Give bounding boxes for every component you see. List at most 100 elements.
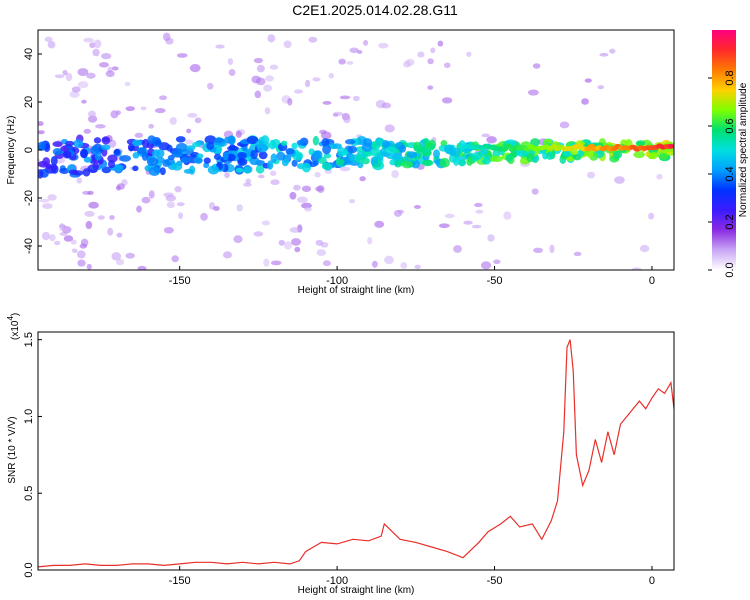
- spectrogram-cell: [82, 168, 91, 177]
- spectrogram-cell: [83, 156, 92, 163]
- spectrogram-cell: [215, 44, 225, 49]
- spectrogram-cell: [533, 247, 543, 253]
- spectrogram-cell: [38, 130, 45, 135]
- spectrogram-cell: [101, 136, 111, 145]
- spectrogram-cell: [163, 226, 174, 234]
- colorbar-label: Normalized spectral amplitude: [738, 82, 749, 217]
- spectrogram-cell: [93, 39, 102, 49]
- spectrogram-cell: [481, 157, 491, 165]
- spectrogram-cell: [381, 102, 392, 109]
- spectrogram-cell: [261, 220, 270, 226]
- spectrogram-cell: [253, 57, 263, 64]
- spectrogram-cell: [185, 139, 193, 145]
- spectrogram-cell: [111, 252, 122, 261]
- spectrogram-cell: [62, 69, 68, 76]
- spectrogram-cell: [349, 198, 355, 204]
- spectrogram-marks: [38, 32, 688, 270]
- spectrogram-cell: [200, 212, 208, 221]
- spectrogram-cell: [68, 169, 79, 175]
- spectrogram-cell: [206, 82, 214, 90]
- spectrogram-cell: [414, 264, 421, 269]
- spectrogram-cell: [308, 36, 318, 43]
- colorbar-tick-label: 0.0: [724, 262, 736, 277]
- snr-y-tick-label: 1.5: [23, 332, 35, 347]
- spectrogram-cell: [224, 172, 230, 179]
- spectrogram-cell: [406, 151, 418, 159]
- spectrogram-cell: [92, 162, 100, 171]
- spectrogram-cell: [352, 95, 360, 102]
- spectrogram-cell: [54, 74, 65, 79]
- spectrogram-cell: [384, 124, 395, 133]
- spectrogram-cell: [267, 160, 274, 170]
- spectrogram-cell: [42, 157, 51, 167]
- snr-x-tick-label: -50: [487, 575, 503, 587]
- spectrogram-cell: [236, 151, 247, 159]
- spectrogram-x-tick-label: -100: [326, 275, 348, 287]
- spectrogram-cell: [171, 255, 179, 263]
- spectrogram-cell: [119, 155, 131, 162]
- spectrogram-cell: [69, 91, 80, 98]
- spectrogram-cell: [441, 97, 453, 104]
- spectrogram-cell: [128, 145, 135, 151]
- spectrogram-cell: [41, 203, 53, 209]
- spectrogram-cell: [283, 40, 292, 49]
- snr-x-ticks: -150 -100 -50 0: [169, 566, 655, 587]
- spectrogram-cell: [357, 50, 363, 54]
- spectrogram-x-tick-label: -50: [487, 275, 503, 287]
- spectrogram-cell: [83, 37, 95, 43]
- spectrogram-cell: [107, 227, 114, 236]
- colorbar-tick-label: 0.6: [724, 118, 736, 133]
- spectrogram-cell: [203, 162, 210, 169]
- spectrogram-cell: [270, 153, 278, 164]
- spectrogram-cell: [287, 98, 293, 106]
- spectrogram-cell: [152, 149, 160, 158]
- spectrogram-cell: [85, 220, 93, 230]
- spectrogram-cell: [171, 150, 184, 158]
- spectrogram-cell: [131, 139, 142, 147]
- spectrogram-x-axis-label: Height of straight line (km): [298, 285, 415, 296]
- spectrogram-cell: [148, 123, 154, 129]
- spectrogram-cell: [293, 184, 301, 191]
- spectrogram-cell: [175, 142, 188, 153]
- spectrogram-cell: [77, 259, 86, 267]
- spectrogram-cell: [163, 192, 174, 198]
- spectrogram-cell: [371, 142, 378, 150]
- spectrogram-cell: [71, 86, 81, 93]
- spectrogram-cell: [486, 136, 497, 144]
- spectrogram-cell: [267, 34, 276, 43]
- spectrogram-cell: [501, 146, 509, 152]
- spectrogram-cell: [443, 62, 451, 68]
- spectrogram-cell: [370, 156, 379, 166]
- spectrogram-cell: [95, 124, 106, 129]
- spectrogram-cell: [339, 95, 351, 100]
- spectrogram-cell: [391, 170, 399, 179]
- spectrogram-cell: [323, 153, 332, 159]
- spectrogram-cell: [141, 196, 151, 204]
- spectrogram-cell: [347, 145, 358, 154]
- spectrogram-cell: [171, 162, 183, 171]
- spectrogram-cell: [185, 145, 196, 151]
- spectrogram-cell: [107, 160, 116, 169]
- spectrogram-cell: [679, 146, 688, 153]
- spectrogram-cell: [258, 151, 268, 160]
- snr-frame: [37, 331, 675, 571]
- spectrogram-cell: [278, 239, 286, 246]
- spectrogram-cell: [227, 145, 239, 152]
- spectrogram-cell: [294, 89, 303, 94]
- spectrogram-panel: -150 -100 -50 0 40 20 0 -20 -40 Height of strai…: [6, 29, 688, 296]
- spectrogram-cell: [308, 148, 315, 156]
- spectrogram-cell: [255, 164, 265, 174]
- spectrogram-cell: [321, 162, 333, 170]
- spectrogram-cell: [228, 68, 236, 77]
- spectrogram-cell: [86, 72, 96, 79]
- spectrogram-cell: [280, 140, 288, 146]
- spectrogram-cell: [322, 260, 331, 267]
- spectrogram-cell: [183, 168, 194, 174]
- spectrogram-cell: [362, 138, 373, 147]
- spectrogram-cell: [639, 244, 650, 253]
- spectrogram-cell: [142, 138, 150, 149]
- spectrogram-y-tick-label: 20: [23, 96, 35, 108]
- spectrogram-cell: [194, 117, 202, 124]
- spectrogram-y-tick-label: 40: [23, 48, 35, 60]
- svg-text:(x104): (x104): [6, 313, 21, 340]
